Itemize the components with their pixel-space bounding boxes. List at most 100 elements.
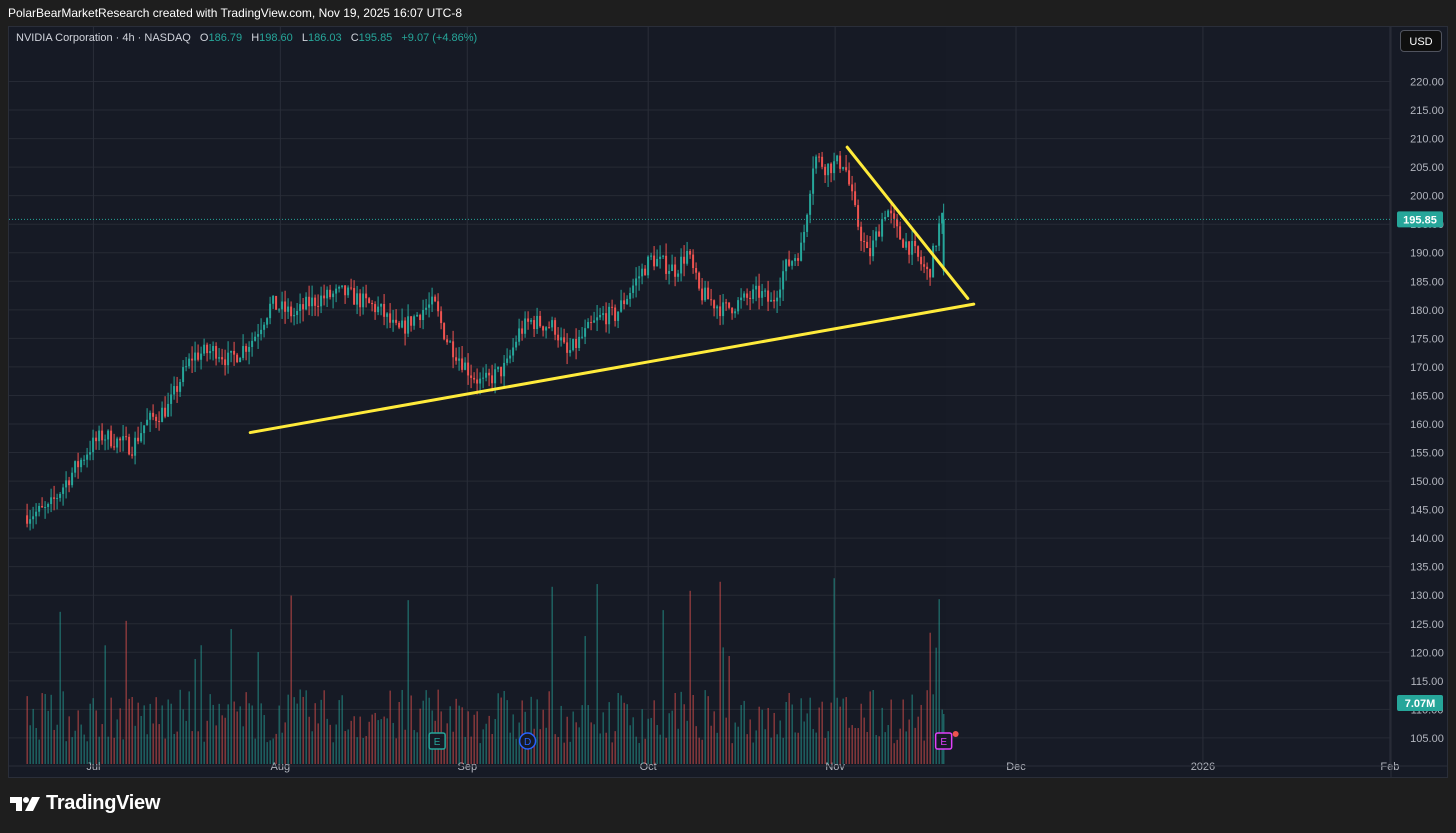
volume-bar [62,691,64,764]
candle-body [575,338,578,348]
candle-body [200,353,203,360]
volume-bar [785,702,787,764]
candle-body [410,316,413,326]
volume-bar [929,632,931,764]
volume-bar [383,716,385,764]
candle-body [533,320,536,330]
candle-body [404,320,407,334]
candle-body [761,291,764,298]
volume-bar [857,728,859,764]
candle-body [296,310,299,315]
price-chart[interactable]: 105.00110.00115.00120.00125.00130.00135.… [9,27,1448,778]
candle-body [713,300,716,309]
event-marker-label: D [524,737,531,748]
earnings-marker[interactable] [934,732,953,750]
candle-body [221,357,224,360]
candle-body [407,316,410,334]
candle-body [455,357,458,361]
volume-bar [350,720,352,764]
candle-body [791,261,794,266]
volume-bar [521,700,523,764]
candle-body [413,316,416,326]
volume-bar [227,704,229,764]
candle-body [32,516,35,520]
candle-body [347,287,350,296]
candle-body [842,167,845,169]
volume-bar [764,729,766,764]
candle-body [227,352,230,366]
candle-body [905,241,908,248]
candle-body [461,358,464,370]
dividend-marker[interactable] [518,732,537,750]
trendline[interactable] [248,302,976,435]
volume-bar [590,722,592,764]
candle-body [860,226,863,242]
candle-body [329,289,332,298]
candle-body [86,454,89,460]
volume-bar [83,734,85,764]
candle-body [311,297,314,307]
candle-body [257,334,260,337]
candle-body [605,313,608,325]
tradingview-logo[interactable]: TradingView [10,792,160,815]
volume-bar [380,719,382,764]
volume-bar [446,723,448,764]
candle-body [686,251,689,264]
volume-bar [263,715,265,764]
volume-bar [914,727,916,764]
volume-bar [338,700,340,764]
trendline[interactable] [845,145,970,300]
candle-body [47,504,50,507]
volume-bar [650,717,652,764]
candle-body [683,256,686,264]
y-tick-label: 200.00 [1410,191,1444,203]
candle-body [470,375,473,378]
volume-bar [182,709,184,764]
candle-body [137,437,140,442]
volume-bar [758,706,760,764]
currency-button[interactable]: USD [1400,30,1442,52]
volume-bar [932,694,934,764]
volume-bar [422,700,424,764]
volume-bar [899,728,901,764]
volume-bar [113,737,115,764]
y-tick-label: 205.00 [1410,162,1444,174]
candle-body [272,295,275,304]
volume-bar [659,734,661,764]
candle-body [56,497,59,499]
candle-body [515,341,518,348]
candle-body [758,285,761,298]
candle-body [161,407,164,422]
volume-bar [869,691,871,764]
candle-body [647,256,650,276]
candle-body [353,288,356,305]
volume-bar [575,722,577,764]
volume-bar [245,692,247,764]
candle-body [887,210,890,218]
candle-body [158,420,161,422]
candle-body [614,307,617,321]
candle-body [374,304,377,313]
candle-body [815,156,818,169]
volume-bar [563,742,565,764]
candle-body [596,317,599,321]
chart-pane[interactable]: 105.00110.00115.00120.00125.00130.00135.… [8,26,1448,778]
candle-body [818,156,821,158]
volume-bar [560,705,562,764]
volume-bar [122,739,124,764]
earnings-marker[interactable] [428,732,446,750]
candle-body [911,240,914,255]
candle-body [326,289,329,299]
candle-body [590,322,593,324]
candle-body [755,285,758,290]
candle-body [776,297,779,302]
candle-body [422,309,425,321]
candle-body [542,326,545,331]
volume-bar [596,584,598,764]
candle-body [62,487,65,494]
volume-bar [194,659,196,764]
last-volume-label: 7.07M [1405,698,1436,710]
candle-body [83,459,86,461]
candle-body [275,295,278,310]
candle-body [743,293,746,298]
